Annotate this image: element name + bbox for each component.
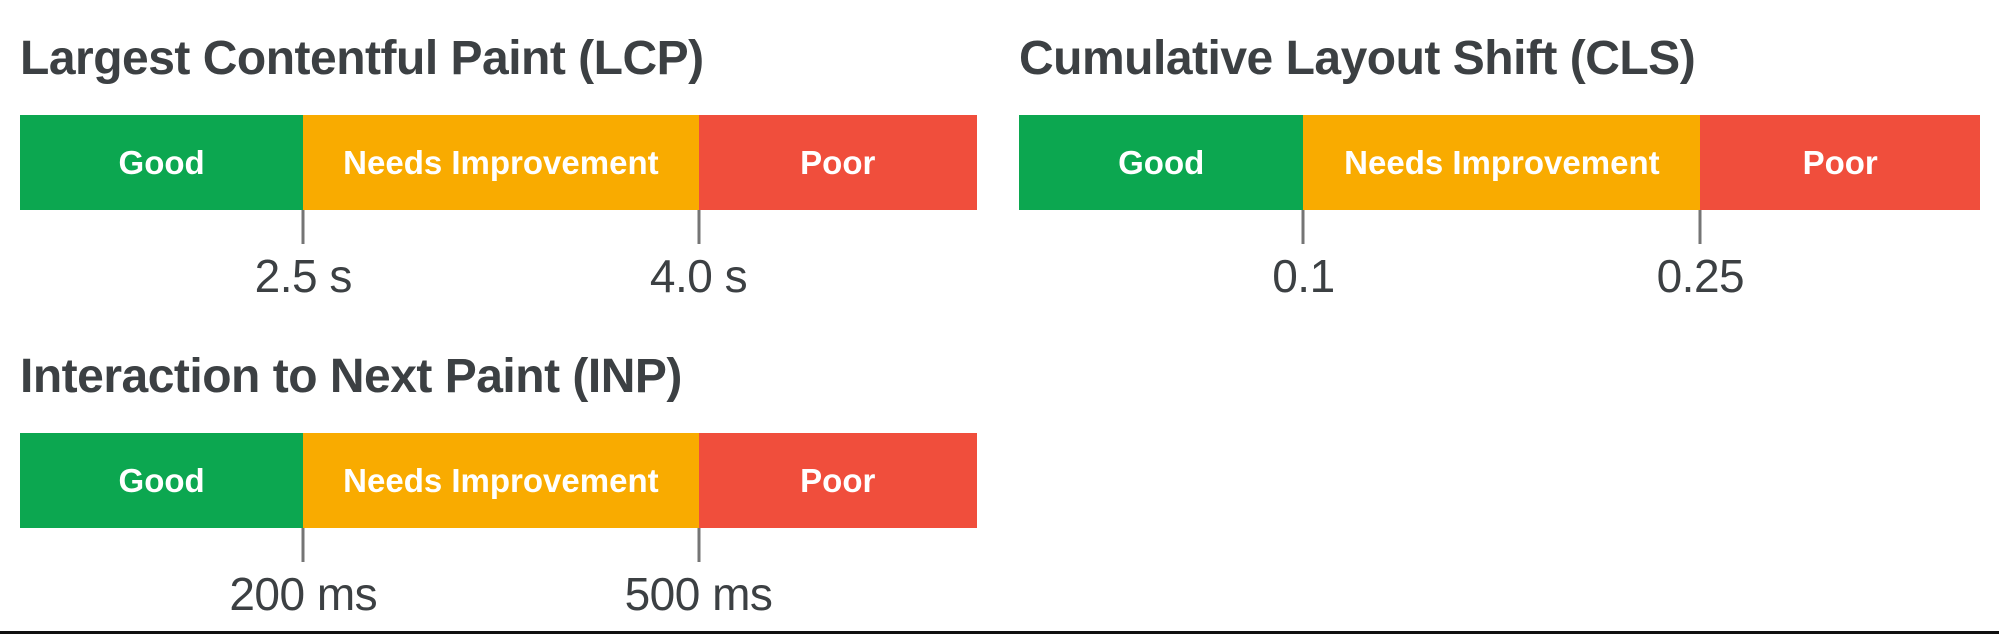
threshold-label-upper: 4.0 s: [649, 250, 748, 302]
threshold-bar-lcp: Good Needs Improvement Poor 2.5 s 4.0 s: [20, 115, 977, 301]
bottom-divider: [0, 631, 1999, 634]
segment-poor: Poor: [698, 433, 977, 528]
metric-section-lcp: Largest Contentful Paint (LCP) Good Need…: [20, 32, 977, 301]
tick-mark-upper-threshold: [697, 528, 700, 562]
threshold-label-lower: 0.1: [1272, 250, 1335, 302]
threshold-bar-inp: Good Needs Improvement Poor 200 ms 500 m…: [20, 433, 977, 619]
segment-label-needs-improvement: Needs Improvement: [343, 461, 659, 499]
threshold-label-lower: 200 ms: [229, 568, 378, 620]
segment-needs-improvement: Needs Improvement: [1303, 115, 1701, 210]
threshold-label-upper: 500 ms: [624, 568, 773, 620]
segment-label-good: Good: [118, 143, 205, 181]
metric-section-cls: Cumulative Layout Shift (CLS) Good Needs…: [1019, 32, 1980, 301]
metric-title-lcp: Largest Contentful Paint (LCP): [20, 32, 704, 85]
threshold-label-lower: 2.5 s: [254, 250, 353, 302]
threshold-bar-cls: Good Needs Improvement Poor 0.1 0.25: [1019, 115, 1980, 301]
metric-title-inp: Interaction to Next Paint (INP): [20, 350, 682, 403]
metric-section-inp: Interaction to Next Paint (INP) Good Nee…: [20, 350, 977, 619]
threshold-label-upper: 0.25: [1656, 250, 1745, 302]
segment-needs-improvement: Needs Improvement: [303, 433, 699, 528]
segment-good: Good: [1019, 115, 1304, 210]
segment-poor: Poor: [1700, 115, 1980, 210]
tick-mark-lower-threshold: [301, 528, 305, 562]
segment-label-poor: Poor: [800, 461, 876, 499]
segment-poor: Poor: [698, 115, 977, 210]
segment-good: Good: [20, 433, 304, 528]
segment-label-good: Good: [118, 461, 205, 499]
tick-mark-upper-threshold: [1698, 210, 1702, 244]
tick-mark-upper-threshold: [697, 210, 700, 244]
tick-mark-lower-threshold: [1301, 210, 1305, 244]
tick-mark-lower-threshold: [301, 210, 305, 244]
segment-needs-improvement: Needs Improvement: [303, 115, 699, 210]
segment-label-needs-improvement: Needs Improvement: [343, 143, 659, 181]
metric-title-cls: Cumulative Layout Shift (CLS): [1019, 32, 1696, 85]
segment-label-good: Good: [1118, 143, 1205, 181]
segment-label-poor: Poor: [1802, 143, 1878, 181]
segment-label-poor: Poor: [800, 143, 876, 181]
segment-good: Good: [20, 115, 304, 210]
segment-label-needs-improvement: Needs Improvement: [1344, 143, 1660, 181]
